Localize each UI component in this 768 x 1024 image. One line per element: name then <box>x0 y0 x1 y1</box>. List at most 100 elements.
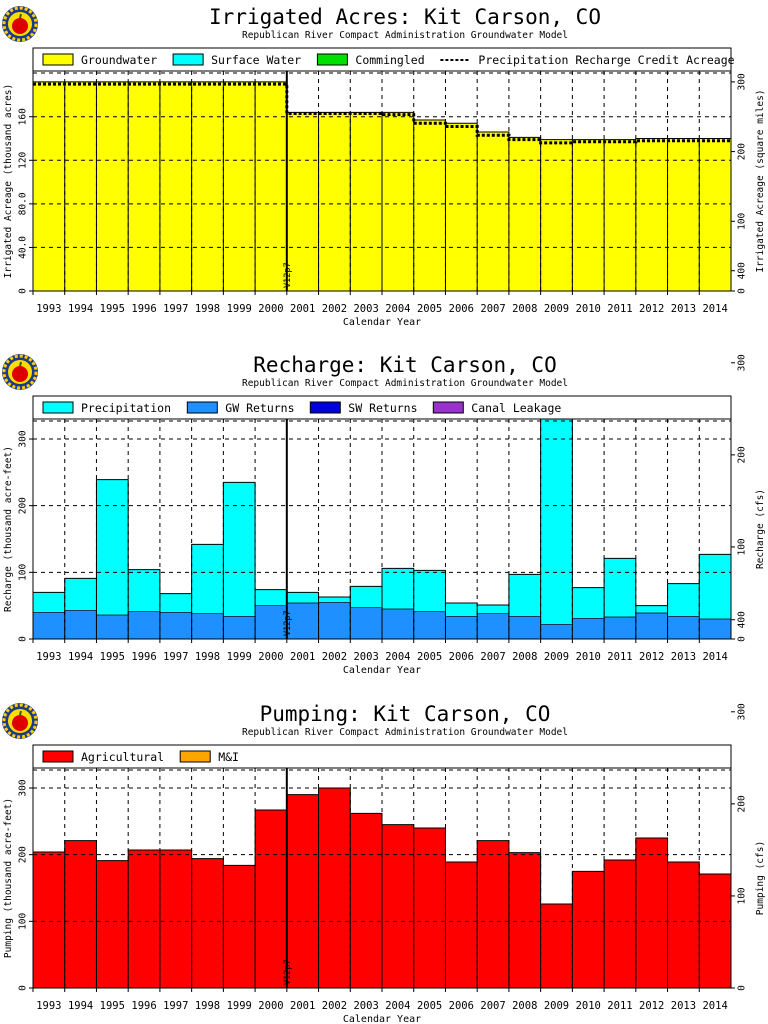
bar-1-1998 <box>191 858 224 988</box>
legend-swatch-1 <box>42 53 74 66</box>
bar-1-2000 <box>255 810 287 988</box>
bar-1-2008 <box>508 137 541 291</box>
bar-1-2012 <box>635 138 668 291</box>
bar-1-1997 <box>159 612 192 639</box>
bar-1-2003 <box>350 607 382 639</box>
bar-2-1996 <box>128 569 160 612</box>
x-tick-label-2011: 2011 <box>607 651 632 663</box>
x-tick-label-2002: 2002 <box>322 1000 347 1012</box>
x-tick-label-2008: 2008 <box>512 303 537 315</box>
bar-1-2007 <box>477 613 509 639</box>
y2-tick-label-4: 300 <box>737 703 748 720</box>
x-tick-label-2011: 2011 <box>607 1000 632 1012</box>
bar-1-2003 <box>350 112 382 291</box>
bar-1-1993 <box>33 852 65 988</box>
bar-2-2008 <box>508 574 541 617</box>
bar-1-2005 <box>413 828 446 988</box>
x-tick-label-2007: 2007 <box>480 651 505 663</box>
bar-2-1998 <box>191 544 224 614</box>
bar-2-1993 <box>33 592 65 613</box>
bar-2-2012 <box>635 605 668 613</box>
x-tick-label-1998: 1998 <box>195 651 220 663</box>
bar-2-1997 <box>159 593 192 613</box>
bar-1-2006 <box>445 616 478 639</box>
y2-tick-label-4: 300 <box>737 73 748 90</box>
apple-icon <box>12 366 28 382</box>
bar-2-1995 <box>96 479 129 615</box>
bar-1-1996 <box>128 850 160 988</box>
y-tick-label-5: 160 <box>18 108 29 125</box>
bar-1-2012 <box>635 613 668 639</box>
y2-tick-label-5: 400 <box>737 611 748 628</box>
bar-1-2002 <box>318 112 351 291</box>
y-tick-label-4: 120 <box>18 151 29 168</box>
marker-label: V12p7 <box>283 262 293 288</box>
bar-2-1999 <box>223 482 256 617</box>
bar-1-1997 <box>159 81 192 292</box>
bar-1-2003 <box>350 813 382 988</box>
chart-title: Irrigated Acres: Kit Carson, CO <box>209 5 601 29</box>
bar-2-2006 <box>445 603 478 617</box>
legend-swatch-2 <box>172 53 204 66</box>
legend-swatch-4 <box>432 401 464 414</box>
marker-label: V12p7 <box>283 610 293 636</box>
bar-2-2011 <box>604 558 636 617</box>
bar-2-2005 <box>413 570 446 612</box>
x-tick-label-2010: 2010 <box>576 303 601 315</box>
x-tick-label-2009: 2009 <box>544 651 569 663</box>
y-tick-label-2: 100 <box>18 912 29 929</box>
y2-axis-title: Recharge (cfs) <box>755 489 766 569</box>
chart-title: Pumping: Kit Carson, CO <box>260 702 551 726</box>
y-axis-title: Pumping (thousand acre-feet) <box>3 798 14 958</box>
x-tick-label-2004: 2004 <box>385 651 410 663</box>
y-tick-label-1: 0 <box>18 985 29 991</box>
y2-tick-label-3: 200 <box>737 446 748 463</box>
x-tick-label-2005: 2005 <box>417 303 442 315</box>
y-tick-label-1: 0 <box>18 288 29 294</box>
logo-rays-icon <box>2 354 38 390</box>
x-tick-label-1997: 1997 <box>163 651 188 663</box>
bar-1-2009 <box>540 139 573 291</box>
bar-2-2010 <box>572 587 605 619</box>
legend-swatch-3 <box>316 53 348 66</box>
x-tick-label-2012: 2012 <box>639 1000 664 1012</box>
bar-1-2000 <box>255 81 287 292</box>
bar-1-2004 <box>382 609 414 639</box>
legend-swatch-2 <box>186 401 218 414</box>
y2-tick-label-4: 300 <box>737 354 748 371</box>
bar-1-2005 <box>413 120 446 291</box>
bar-1-2011 <box>604 617 636 639</box>
y-tick-label-3: 200 <box>18 497 29 514</box>
bar-1-2013 <box>667 138 700 291</box>
x-axis-title: Calendar Year <box>343 665 421 676</box>
legend-swatch-3 <box>309 401 341 414</box>
legend-label-2: M&I <box>218 750 239 764</box>
bar-1-1994 <box>64 81 97 292</box>
x-tick-label-2014: 2014 <box>702 1000 727 1012</box>
x-tick-label-2004: 2004 <box>385 303 410 315</box>
legend-label-4: Canal Leakage <box>471 401 561 415</box>
apple-stem-icon <box>19 710 22 716</box>
x-tick-label-1995: 1995 <box>100 651 125 663</box>
bar-1-2008 <box>508 616 541 639</box>
x-axis-title: Calendar Year <box>343 1014 421 1024</box>
bar-2-2004 <box>382 568 414 609</box>
bar-2-2013 <box>667 583 700 617</box>
x-tick-label-2005: 2005 <box>417 1000 442 1012</box>
y-axis-title: Irrigated Acreage (thousand acres) <box>3 84 14 278</box>
legend-label-1: Precipitation <box>81 401 171 415</box>
bar-1-2004 <box>382 824 414 988</box>
x-axis-title: Calendar Year <box>343 317 421 328</box>
bar-1-2000 <box>255 605 287 639</box>
x-tick-label-2008: 2008 <box>512 1000 537 1012</box>
x-tick-label-1994: 1994 <box>68 1000 93 1012</box>
y2-tick-label-3: 200 <box>737 795 748 812</box>
bar-1-1995 <box>96 81 129 292</box>
y2-axis-title: Irrigated Acreage (square miles) <box>755 89 766 272</box>
x-tick-label-2000: 2000 <box>258 1000 283 1012</box>
x-tick-label-2009: 2009 <box>544 1000 569 1012</box>
y2-tick-label-2: 100 <box>737 887 748 904</box>
